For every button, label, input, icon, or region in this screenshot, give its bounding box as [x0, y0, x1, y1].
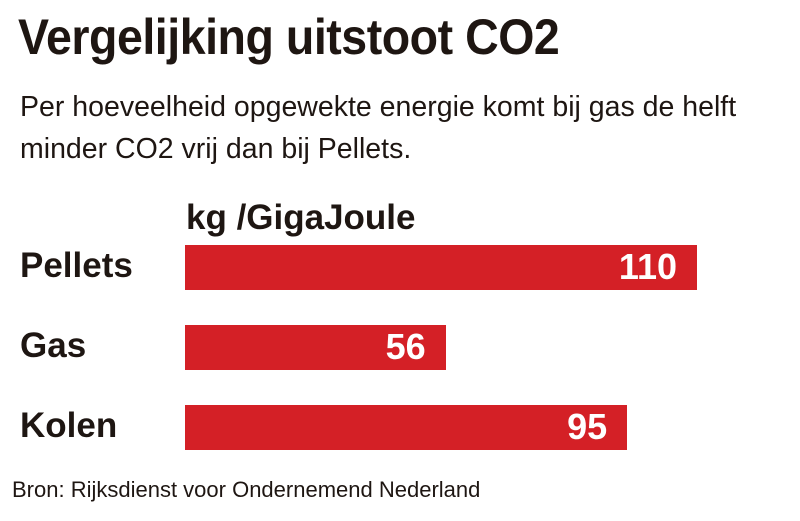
data-label: 110 [618, 246, 677, 287]
chart-title: Vergelijking uitstoot CO2 [18, 9, 560, 65]
bar-pellets [185, 245, 697, 290]
chart-subtitle: Per hoeveelheid opgewekte energie komt b… [20, 91, 737, 165]
category-label: Pellets [20, 246, 133, 285]
unit-label: kg /GigaJoule [186, 198, 416, 237]
category-label: Kolen [20, 406, 118, 445]
data-label: 56 [385, 326, 426, 367]
data-label: 95 [567, 406, 608, 447]
category-label: Gas [20, 326, 87, 365]
source-note: Bron: Rijksdienst voor Ondernemend Neder… [12, 477, 481, 502]
bar-kolen [185, 405, 628, 450]
bar-gas [185, 325, 446, 370]
